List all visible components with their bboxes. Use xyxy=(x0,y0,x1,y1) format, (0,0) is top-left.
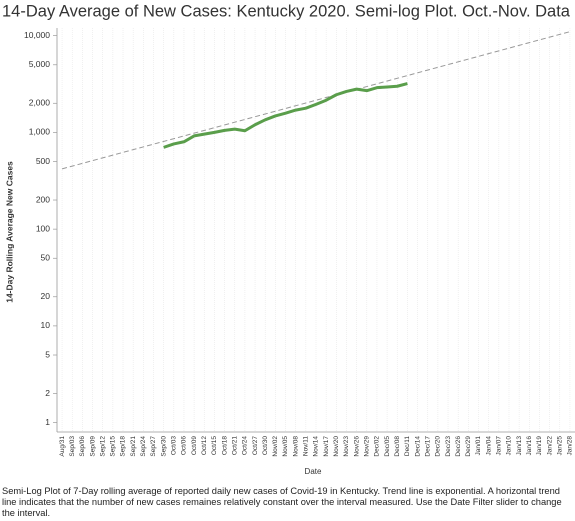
x-tick-label: Oct/12 xyxy=(201,436,208,456)
y-tick-label: 200 xyxy=(36,194,50,204)
x-tick-label: Sep/24 xyxy=(140,436,147,457)
x-tick-label: Oct/09 xyxy=(191,436,198,456)
x-tick-label: Jan/22 xyxy=(546,436,553,456)
x-tick-label: Dec/05 xyxy=(384,436,391,457)
x-tick-label: Nov/08 xyxy=(292,436,299,457)
y-tick-label: 100 xyxy=(36,223,50,233)
x-tick-label: Sep/03 xyxy=(69,436,76,457)
x-tick-label: Dec/26 xyxy=(455,436,462,457)
x-tick-label: Dec/08 xyxy=(394,436,401,457)
y-tick-label: 500 xyxy=(36,156,50,166)
x-tick-label: Oct/18 xyxy=(221,436,228,456)
x-tick-label: Oct/03 xyxy=(171,436,178,456)
x-tick-label: Nov/20 xyxy=(333,436,340,457)
x-tick-label: Oct/15 xyxy=(211,436,218,456)
x-tick-label: Oct/06 xyxy=(181,436,188,456)
x-tick-label: Oct/30 xyxy=(262,436,269,456)
x-tick-label: Jan/10 xyxy=(506,436,513,456)
x-tick-label: Nov/17 xyxy=(323,436,330,457)
x-tick-label: Nov/29 xyxy=(364,436,371,457)
x-tick-label: Nov/23 xyxy=(343,436,350,457)
x-tick-label: Jan/28 xyxy=(567,436,574,456)
y-tick-label: 10,000 xyxy=(24,30,50,40)
x-tick-label: Jan/13 xyxy=(516,436,523,456)
x-tick-label: Sep/12 xyxy=(99,436,106,457)
caption: Semi-Log Plot of 7-Day rolling average o… xyxy=(2,486,562,518)
x-tick-label: Sep/27 xyxy=(150,436,157,457)
x-tick-label: Oct/24 xyxy=(242,436,249,456)
x-tick-label: Dec/11 xyxy=(404,436,411,456)
x-tick-label: Dec/23 xyxy=(445,436,452,457)
x-axis-title: Date xyxy=(305,467,322,476)
y-tick-label: 5 xyxy=(45,349,50,359)
x-tick-label: Nov/11 xyxy=(303,436,310,456)
x-tick-label: Dec/20 xyxy=(435,436,442,457)
x-tick-label: Sep/15 xyxy=(110,436,117,457)
x-tick-label: Nov/14 xyxy=(313,436,320,457)
y-axis-title: 14-Day Rolling Average New Cases xyxy=(4,161,14,303)
chart-title: 14-Day Average of New Cases: Kentucky 20… xyxy=(2,2,571,20)
y-tick-label: 20 xyxy=(41,291,51,301)
y-tick-label: 2 xyxy=(45,388,50,398)
x-tick-label: Jan/01 xyxy=(475,436,482,456)
y-tick-label: 5,000 xyxy=(29,59,51,69)
x-tick-label: Jan/19 xyxy=(536,436,543,456)
y-tick-label: 1,000 xyxy=(29,127,51,137)
x-tick-label: Sep/18 xyxy=(120,436,127,457)
x-tick-label: Sep/06 xyxy=(79,436,86,457)
y-tick-label: 50 xyxy=(41,253,51,263)
series-line xyxy=(163,82,408,149)
x-tick-label: Jan/16 xyxy=(526,436,533,456)
x-tick-label: Jan/25 xyxy=(556,436,563,456)
x-tick-label: Dec/02 xyxy=(374,436,381,457)
y-tick-label: 10 xyxy=(41,320,51,330)
x-tick-label: Dec/17 xyxy=(424,436,431,457)
x-tick-label: Dec/29 xyxy=(465,436,472,457)
x-tick-label: Sep/21 xyxy=(130,436,137,457)
x-tick-label: Dec/14 xyxy=(414,436,421,457)
chart: 14-Day Average of New Cases: Kentucky 20… xyxy=(2,2,575,476)
x-tick-label: Nov/05 xyxy=(282,436,289,457)
x-tick-label: Nov/02 xyxy=(272,436,279,457)
x-tick-label: Jan/04 xyxy=(485,436,492,456)
x-tick-label: Oct/21 xyxy=(231,436,238,456)
x-tick-label: Aug/31 xyxy=(59,436,66,457)
x-tick-label: Oct/27 xyxy=(252,436,259,456)
x-tick-label: Nov/26 xyxy=(353,436,360,457)
x-tick-label: Sep/09 xyxy=(89,436,96,457)
x-tick-label: Sep/30 xyxy=(160,436,167,457)
x-tick-label: Jan/07 xyxy=(496,436,503,456)
y-tick-label: 1 xyxy=(45,417,50,427)
y-tick-label: 2,000 xyxy=(29,98,51,108)
